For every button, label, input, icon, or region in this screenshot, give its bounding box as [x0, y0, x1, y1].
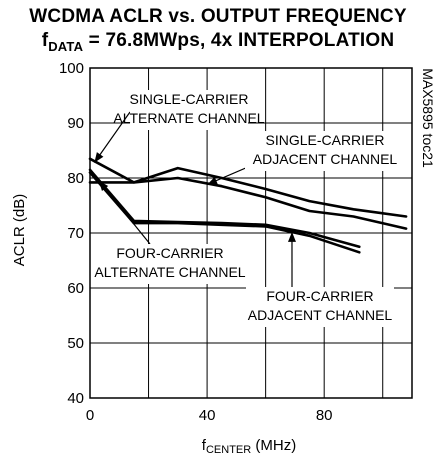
x-axis-label-sub: CENTER — [206, 444, 251, 456]
arrow-single-alt — [93, 111, 131, 163]
series-line-1 — [88, 157, 408, 218]
annotation-single-adj-line1: SINGLE-CARRIER — [265, 132, 384, 148]
annotation-single-adj: SINGLE-CARRIER ADJACENT CHANNEL — [245, 131, 405, 171]
annotation-single-adj-line2: ADJACENT CHANNEL — [253, 151, 398, 167]
annotation-single-alt-line1: SINGLE-CARRIER — [129, 91, 248, 107]
y-tick-label: 50 — [67, 335, 84, 352]
annotation-four-adj-line1: FOUR-CARRIER — [266, 288, 373, 304]
x-axis-label: fCENTER (MHz) — [202, 437, 296, 456]
annotation-arrows — [93, 111, 296, 288]
x-tick-label: 0 — [86, 407, 94, 424]
series-lines — [88, 157, 408, 254]
y-axis-label: ACLR (dB) — [11, 194, 28, 267]
annotation-four-adj: FOUR-CARRIER ADJACENT CHANNEL — [246, 287, 394, 327]
y-tick-label: 100 — [59, 60, 84, 77]
chart-subtitle: fDATA = 76.8MWps, 4x INTERPOLATION — [0, 30, 436, 54]
annotation-single-alt: SINGLE-CARRIER ALTERNATE CHANNEL — [113, 90, 265, 130]
annotation-four-alt: FOUR-CARRIER ALTERNATE CHANNEL — [94, 244, 246, 284]
y-tick-label: 60 — [67, 280, 84, 297]
chart-title: WCDMA ACLR vs. OUTPUT FREQUENCY — [29, 6, 407, 27]
arrow-four-alt — [98, 180, 151, 245]
x-axis-label-f: f — [202, 437, 207, 454]
annotation-four-alt-line2: ALTERNATE CHANNEL — [94, 264, 245, 280]
grid — [90, 68, 412, 398]
subtitle-rest: = 76.8MWps, 4x INTERPOLATION — [83, 30, 395, 51]
subtitle-sub: DATA — [48, 38, 84, 54]
annotation-four-alt-line1: FOUR-CARRIER — [116, 245, 223, 261]
plot-frame — [89, 67, 413, 399]
y-tick-label: 90 — [67, 115, 84, 132]
series-line-4 — [88, 171, 361, 254]
figure-code: MAX5895 toc21 — [420, 68, 436, 168]
subtitle-f: f — [41, 30, 49, 51]
series-line-3 — [88, 168, 361, 249]
arrow-four-adj — [287, 231, 296, 288]
x-tick-label: 80 — [316, 407, 333, 424]
annotation-four-adj-line2: ADJACENT CHANNEL — [248, 307, 393, 323]
x-tick-label: 40 — [199, 407, 216, 424]
y-tick-label: 40 — [67, 390, 84, 407]
series-line-2 — [88, 176, 408, 230]
y-tick-label: 70 — [67, 225, 84, 242]
x-axis-label-unit: (MHz) — [251, 437, 296, 454]
y-tick-label: 80 — [67, 170, 84, 187]
annotation-single-alt-line2: ALTERNATE CHANNEL — [113, 110, 264, 126]
